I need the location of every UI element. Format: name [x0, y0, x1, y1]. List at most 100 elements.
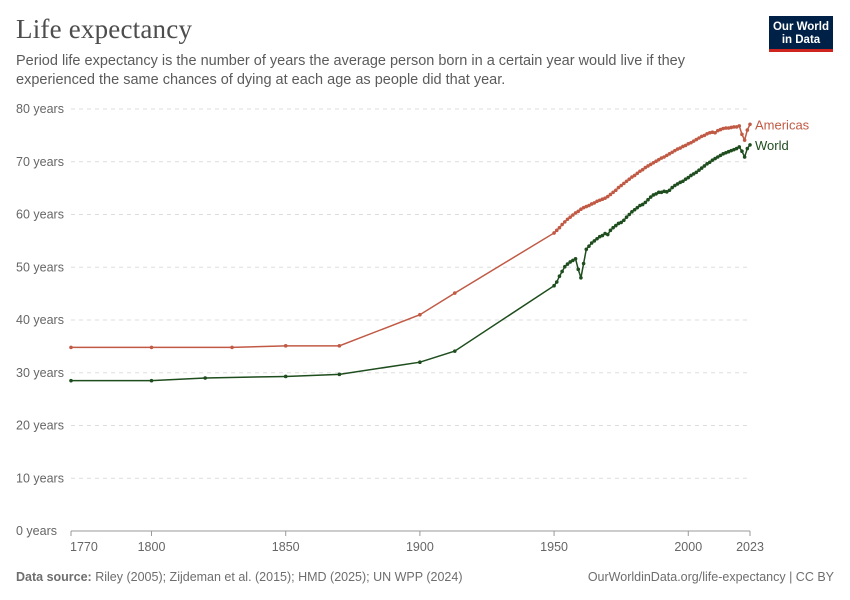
data-point[interactable]: [69, 345, 73, 350]
data-point[interactable]: [686, 175, 691, 180]
data-point[interactable]: [616, 185, 621, 190]
data-point[interactable]: [635, 205, 640, 210]
data-point[interactable]: [624, 215, 629, 219]
data-point[interactable]: [632, 173, 637, 178]
data-point[interactable]: [734, 146, 739, 151]
data-point[interactable]: [640, 167, 645, 172]
series-world[interactable]: World: [69, 138, 789, 383]
data-point[interactable]: [654, 159, 658, 164]
data-point[interactable]: [283, 344, 288, 348]
data-point[interactable]: [694, 137, 699, 142]
data-point[interactable]: [571, 213, 575, 217]
data-point[interactable]: [563, 220, 567, 224]
data-point[interactable]: [69, 378, 73, 383]
data-point[interactable]: [662, 155, 666, 159]
data-point[interactable]: [568, 215, 572, 219]
data-point[interactable]: [667, 152, 672, 156]
data-point[interactable]: [721, 126, 725, 131]
data-point[interactable]: [603, 196, 607, 200]
footer-link[interactable]: OurWorldinData.org/life-expectancy | CC …: [587, 570, 834, 584]
data-point[interactable]: [748, 122, 752, 127]
data-point[interactable]: [724, 126, 728, 130]
data-point[interactable]: [673, 148, 677, 153]
data-point[interactable]: [565, 217, 570, 222]
data-point[interactable]: [729, 125, 734, 130]
data-point[interactable]: [697, 168, 701, 172]
data-point[interactable]: [646, 197, 650, 202]
data-point[interactable]: [565, 262, 570, 266]
line-chart[interactable]: 0 years 10 years 20 years 30 years 40 years 5…: [0, 0, 850, 560]
data-point[interactable]: [579, 276, 583, 280]
data-point[interactable]: [587, 244, 591, 248]
data-point[interactable]: [707, 130, 712, 135]
data-point[interactable]: [638, 169, 642, 174]
series-americas[interactable]: Americas: [69, 117, 810, 350]
data-point[interactable]: [648, 162, 653, 167]
data-point[interactable]: [573, 257, 578, 261]
data-point[interactable]: [149, 378, 154, 383]
data-point[interactable]: [627, 177, 632, 181]
data-point[interactable]: [630, 175, 634, 179]
data-point[interactable]: [605, 194, 610, 199]
data-point[interactable]: [742, 155, 747, 159]
data-point[interactable]: [627, 212, 632, 217]
data-point[interactable]: [670, 185, 674, 190]
data-point[interactable]: [563, 264, 567, 269]
data-point[interactable]: [678, 146, 683, 150]
data-point[interactable]: [667, 188, 672, 193]
data-point[interactable]: [554, 228, 559, 233]
data-point[interactable]: [576, 209, 581, 214]
data-point[interactable]: [552, 283, 556, 288]
data-point[interactable]: [745, 146, 750, 151]
data-point[interactable]: [149, 345, 154, 350]
data-point[interactable]: [675, 182, 680, 186]
data-point[interactable]: [557, 225, 562, 230]
data-point[interactable]: [589, 241, 594, 245]
data-point[interactable]: [745, 128, 750, 132]
data-point[interactable]: [651, 161, 656, 165]
data-point[interactable]: [691, 139, 696, 143]
data-point[interactable]: [643, 165, 648, 170]
data-point[interactable]: [726, 126, 731, 130]
data-point[interactable]: [665, 153, 669, 158]
data-point[interactable]: [571, 258, 575, 263]
data-point[interactable]: [581, 261, 586, 266]
data-point[interactable]: [592, 201, 597, 205]
data-point[interactable]: [665, 190, 669, 194]
data-point[interactable]: [683, 177, 688, 181]
data-point[interactable]: [673, 183, 677, 188]
data-point[interactable]: [452, 291, 457, 295]
data-point[interactable]: [656, 190, 661, 195]
data-point[interactable]: [573, 211, 578, 215]
data-point[interactable]: [600, 233, 605, 238]
data-point[interactable]: [576, 267, 581, 272]
data-point[interactable]: [611, 225, 615, 230]
data-point[interactable]: [713, 156, 717, 161]
data-point[interactable]: [662, 189, 666, 194]
data-point[interactable]: [452, 349, 457, 353]
data-point[interactable]: [670, 150, 674, 155]
data-point[interactable]: [737, 124, 742, 128]
data-point[interactable]: [560, 222, 564, 227]
data-point[interactable]: [614, 223, 618, 228]
data-point[interactable]: [707, 160, 712, 165]
data-point[interactable]: [337, 344, 342, 348]
data-point[interactable]: [737, 145, 742, 149]
data-point[interactable]: [689, 173, 693, 178]
data-point[interactable]: [713, 130, 717, 135]
data-point[interactable]: [622, 181, 626, 186]
data-point[interactable]: [630, 210, 634, 214]
data-point[interactable]: [635, 171, 640, 176]
data-point[interactable]: [595, 236, 599, 241]
data-point[interactable]: [689, 140, 693, 145]
data-source-text[interactable]: Riley (2005); Zijdeman et al. (2015); HM…: [95, 570, 463, 584]
data-point[interactable]: [619, 183, 623, 188]
data-point[interactable]: [715, 155, 720, 159]
data-point[interactable]: [622, 218, 626, 223]
data-point[interactable]: [654, 192, 658, 196]
data-point[interactable]: [710, 130, 715, 135]
data-point[interactable]: [718, 153, 723, 158]
data-point[interactable]: [697, 136, 701, 140]
data-point[interactable]: [608, 192, 613, 197]
data-point[interactable]: [614, 188, 618, 193]
